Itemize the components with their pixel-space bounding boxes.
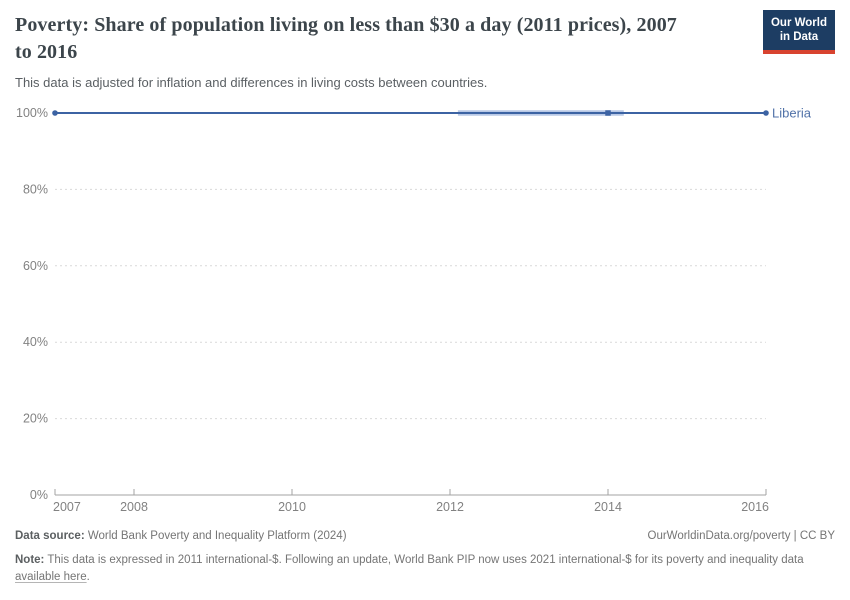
y-tick-label: 40% [23,335,48,349]
data-source-value: World Bank Poverty and Inequality Platfo… [84,530,347,542]
x-tick-label: 2012 [436,500,464,514]
data-point-marker[interactable] [605,110,611,116]
attribution-text: OurWorldinData.org/poverty | CC BY [647,530,835,542]
chart-subtitle: This data is adjusted for inflation and … [15,75,488,90]
note-suffix: . [86,571,90,584]
note-label: Note: [15,554,45,566]
line-chart[interactable]: 0% 20% 40% 60% 80% 100% 2007 2008 2010 2012 2014 20… [0,95,850,525]
chart-footer: Data source: World Bank Poverty and Ineq… [15,530,835,542]
x-tick-label: 2008 [120,500,148,514]
available-here-link[interactable]: available here [15,571,87,584]
page-title: Poverty: Share of population living on l… [15,14,677,63]
y-tick-label: 60% [23,259,48,273]
x-tick-label: 2014 [594,500,622,514]
y-tick-label: 20% [23,412,48,426]
data-source-line: Data source: World Bank Poverty and Ineq… [15,530,347,542]
owid-logo[interactable]: Our World in Data [762,10,835,54]
note-text: This data is expressed in 2011 internati… [44,554,804,566]
footer-note: Note: This data is expressed in 2011 int… [15,552,835,587]
data-source-label: Data source: [15,530,85,542]
y-tick-label: 0% [30,488,48,502]
x-tick-label: 2016 [741,500,769,514]
y-tick-label: 80% [23,182,48,196]
entity-label-liberia[interactable]: Liberia [772,106,812,121]
data-point-marker[interactable] [52,110,58,116]
y-tick-label: 100% [16,106,48,120]
x-tick-label: 2010 [278,500,306,514]
data-point-marker[interactable] [763,110,769,116]
owid-logo-line2: in Data [779,31,819,44]
owid-logo-line1: Our World [770,17,827,29]
x-tick-label: 2007 [53,500,81,514]
